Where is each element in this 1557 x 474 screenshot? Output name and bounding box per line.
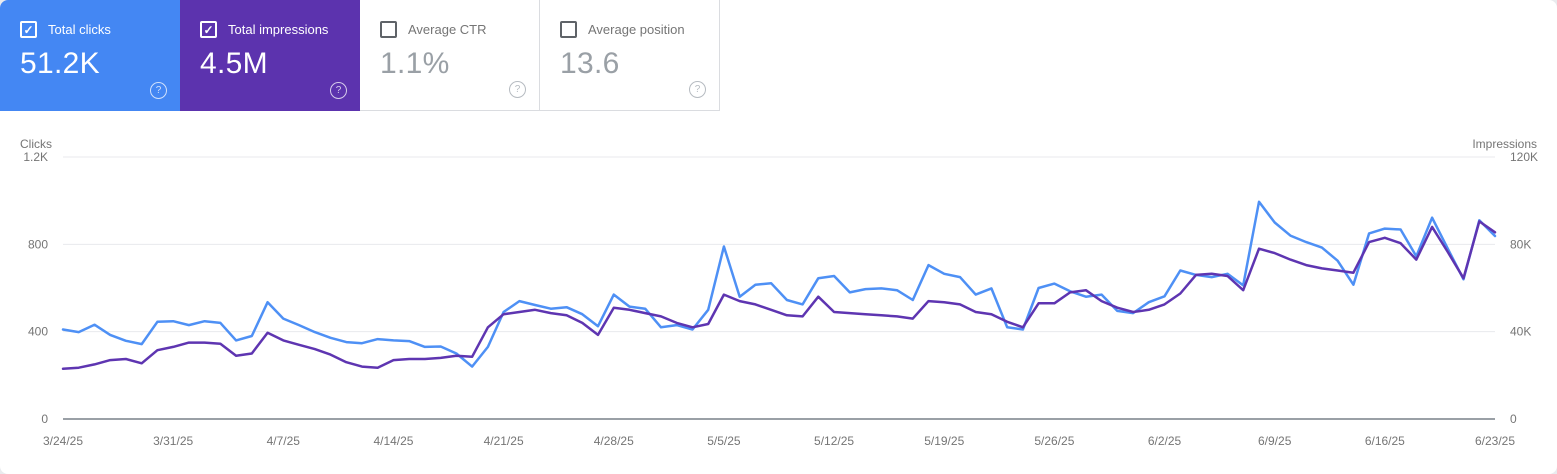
svg-text:120K: 120K [1510,150,1538,164]
metric-card-header: ✓ Total impressions [200,21,346,38]
help-icon[interactable]: ? [330,82,347,99]
svg-text:4/14/25: 4/14/25 [373,434,413,448]
svg-text:800: 800 [28,237,48,251]
svg-text:3/24/25: 3/24/25 [43,434,83,448]
svg-text:5/5/25: 5/5/25 [707,434,741,448]
metric-card-header: Average CTR [380,21,525,38]
average-position-label: Average position [588,22,685,37]
svg-text:4/28/25: 4/28/25 [594,434,634,448]
average-ctr-checkbox[interactable] [380,21,397,38]
help-icon[interactable]: ? [689,81,706,98]
metric-card-average-position[interactable]: Average position 13.6 ? [540,0,720,111]
average-position-value: 13.6 [560,47,620,80]
metric-card-total-clicks[interactable]: ✓ Total clicks 51.2K ? [0,0,180,111]
svg-text:Impressions: Impressions [1472,137,1537,151]
performance-chart: 1.2K 800 400 0 120K 80K 40K 0 Clicks Impressions 3… [0,124,1557,474]
svg-text:6/23/25: 6/23/25 [1475,434,1515,448]
svg-text:6/16/25: 6/16/25 [1365,434,1405,448]
average-position-checkbox[interactable] [560,21,577,38]
total-impressions-checkbox[interactable]: ✓ [200,21,217,38]
svg-text:0: 0 [1510,412,1517,426]
svg-text:80K: 80K [1510,237,1531,251]
svg-text:6/2/25: 6/2/25 [1148,434,1182,448]
svg-text:Clicks: Clicks [20,137,52,151]
performance-chart-svg: 1.2K 800 400 0 120K 80K 40K 0 Clicks Impressions 3… [20,137,1538,448]
metric-cards: ✓ Total clicks 51.2K ? ✓ Total impressio… [0,0,720,111]
help-icon[interactable]: ? [150,82,167,99]
svg-text:5/26/25: 5/26/25 [1034,434,1074,448]
total-clicks-checkbox[interactable]: ✓ [20,21,37,38]
svg-text:400: 400 [28,325,48,339]
metric-card-average-ctr[interactable]: Average CTR 1.1% ? [360,0,540,111]
svg-text:3/31/25: 3/31/25 [153,434,193,448]
svg-text:4/21/25: 4/21/25 [484,434,524,448]
svg-text:5/12/25: 5/12/25 [814,434,854,448]
svg-text:5/19/25: 5/19/25 [924,434,964,448]
svg-text:6/9/25: 6/9/25 [1258,434,1292,448]
svg-text:0: 0 [41,412,48,426]
average-ctr-value: 1.1% [380,47,450,80]
average-ctr-label: Average CTR [408,22,487,37]
help-icon[interactable]: ? [509,81,526,98]
metric-card-total-impressions[interactable]: ✓ Total impressions 4.5M ? [180,0,360,111]
total-clicks-label: Total clicks [48,22,111,37]
metric-card-header: ✓ Total clicks [20,21,166,38]
total-impressions-label: Total impressions [228,22,329,37]
metric-card-header: Average position [560,21,705,38]
svg-text:4/7/25: 4/7/25 [267,434,301,448]
total-impressions-value: 4.5M [200,47,268,80]
total-clicks-value: 51.2K [20,47,100,80]
svg-text:1.2K: 1.2K [23,150,48,164]
svg-text:40K: 40K [1510,325,1531,339]
